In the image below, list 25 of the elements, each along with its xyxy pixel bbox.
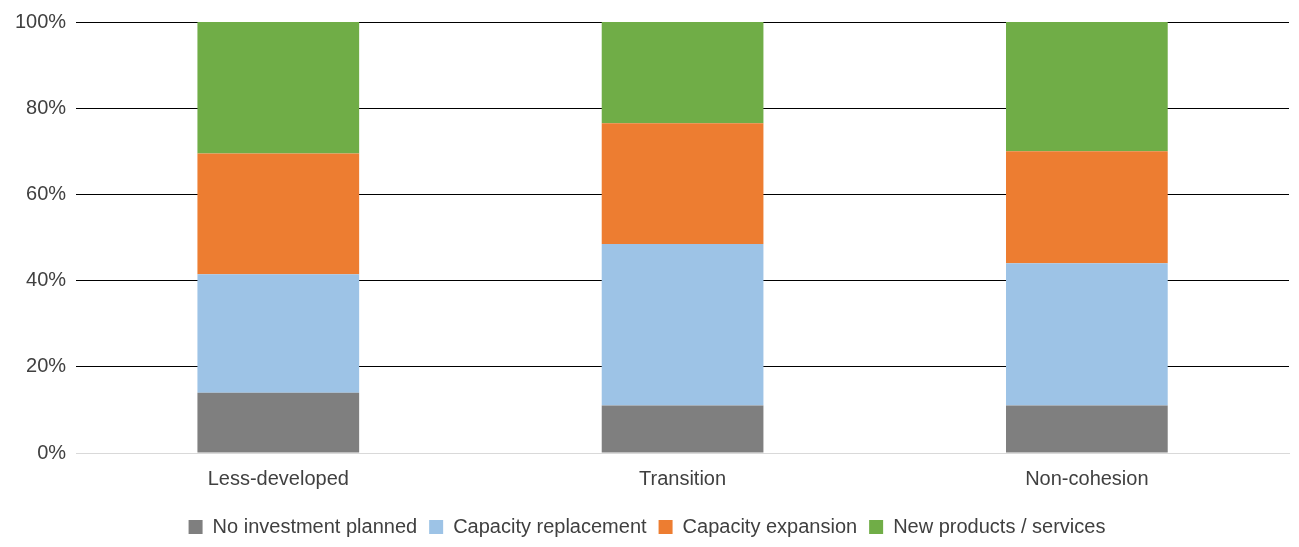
bar <box>197 153 360 275</box>
bar <box>601 22 764 124</box>
y-tick-label: 100% <box>15 9 67 32</box>
x-tick-label: Less-developed <box>207 466 349 489</box>
legend-label: Capacity expansion <box>682 514 858 537</box>
bar <box>601 405 764 453</box>
y-tick-label: 0% <box>37 440 67 463</box>
legend-label: Capacity replacement <box>453 514 648 537</box>
y-tick-label: 20% <box>26 354 67 377</box>
bar <box>601 243 764 406</box>
bar <box>197 274 360 393</box>
legend-label: No investment planned <box>212 514 418 537</box>
x-tick-label: Non-cohesion <box>1025 466 1149 489</box>
bar <box>197 22 360 154</box>
bar <box>1006 22 1168 152</box>
legend-label: New products / services <box>893 514 1106 537</box>
bar <box>1006 405 1168 453</box>
y-tick-label: 60% <box>26 181 67 204</box>
bar <box>1006 151 1168 264</box>
y-tick-label: 40% <box>26 268 67 291</box>
x-tick-label: Transition <box>639 466 727 489</box>
bar <box>601 123 764 244</box>
y-tick-label: 80% <box>26 95 67 118</box>
bar <box>1006 263 1168 406</box>
bar <box>197 392 360 453</box>
